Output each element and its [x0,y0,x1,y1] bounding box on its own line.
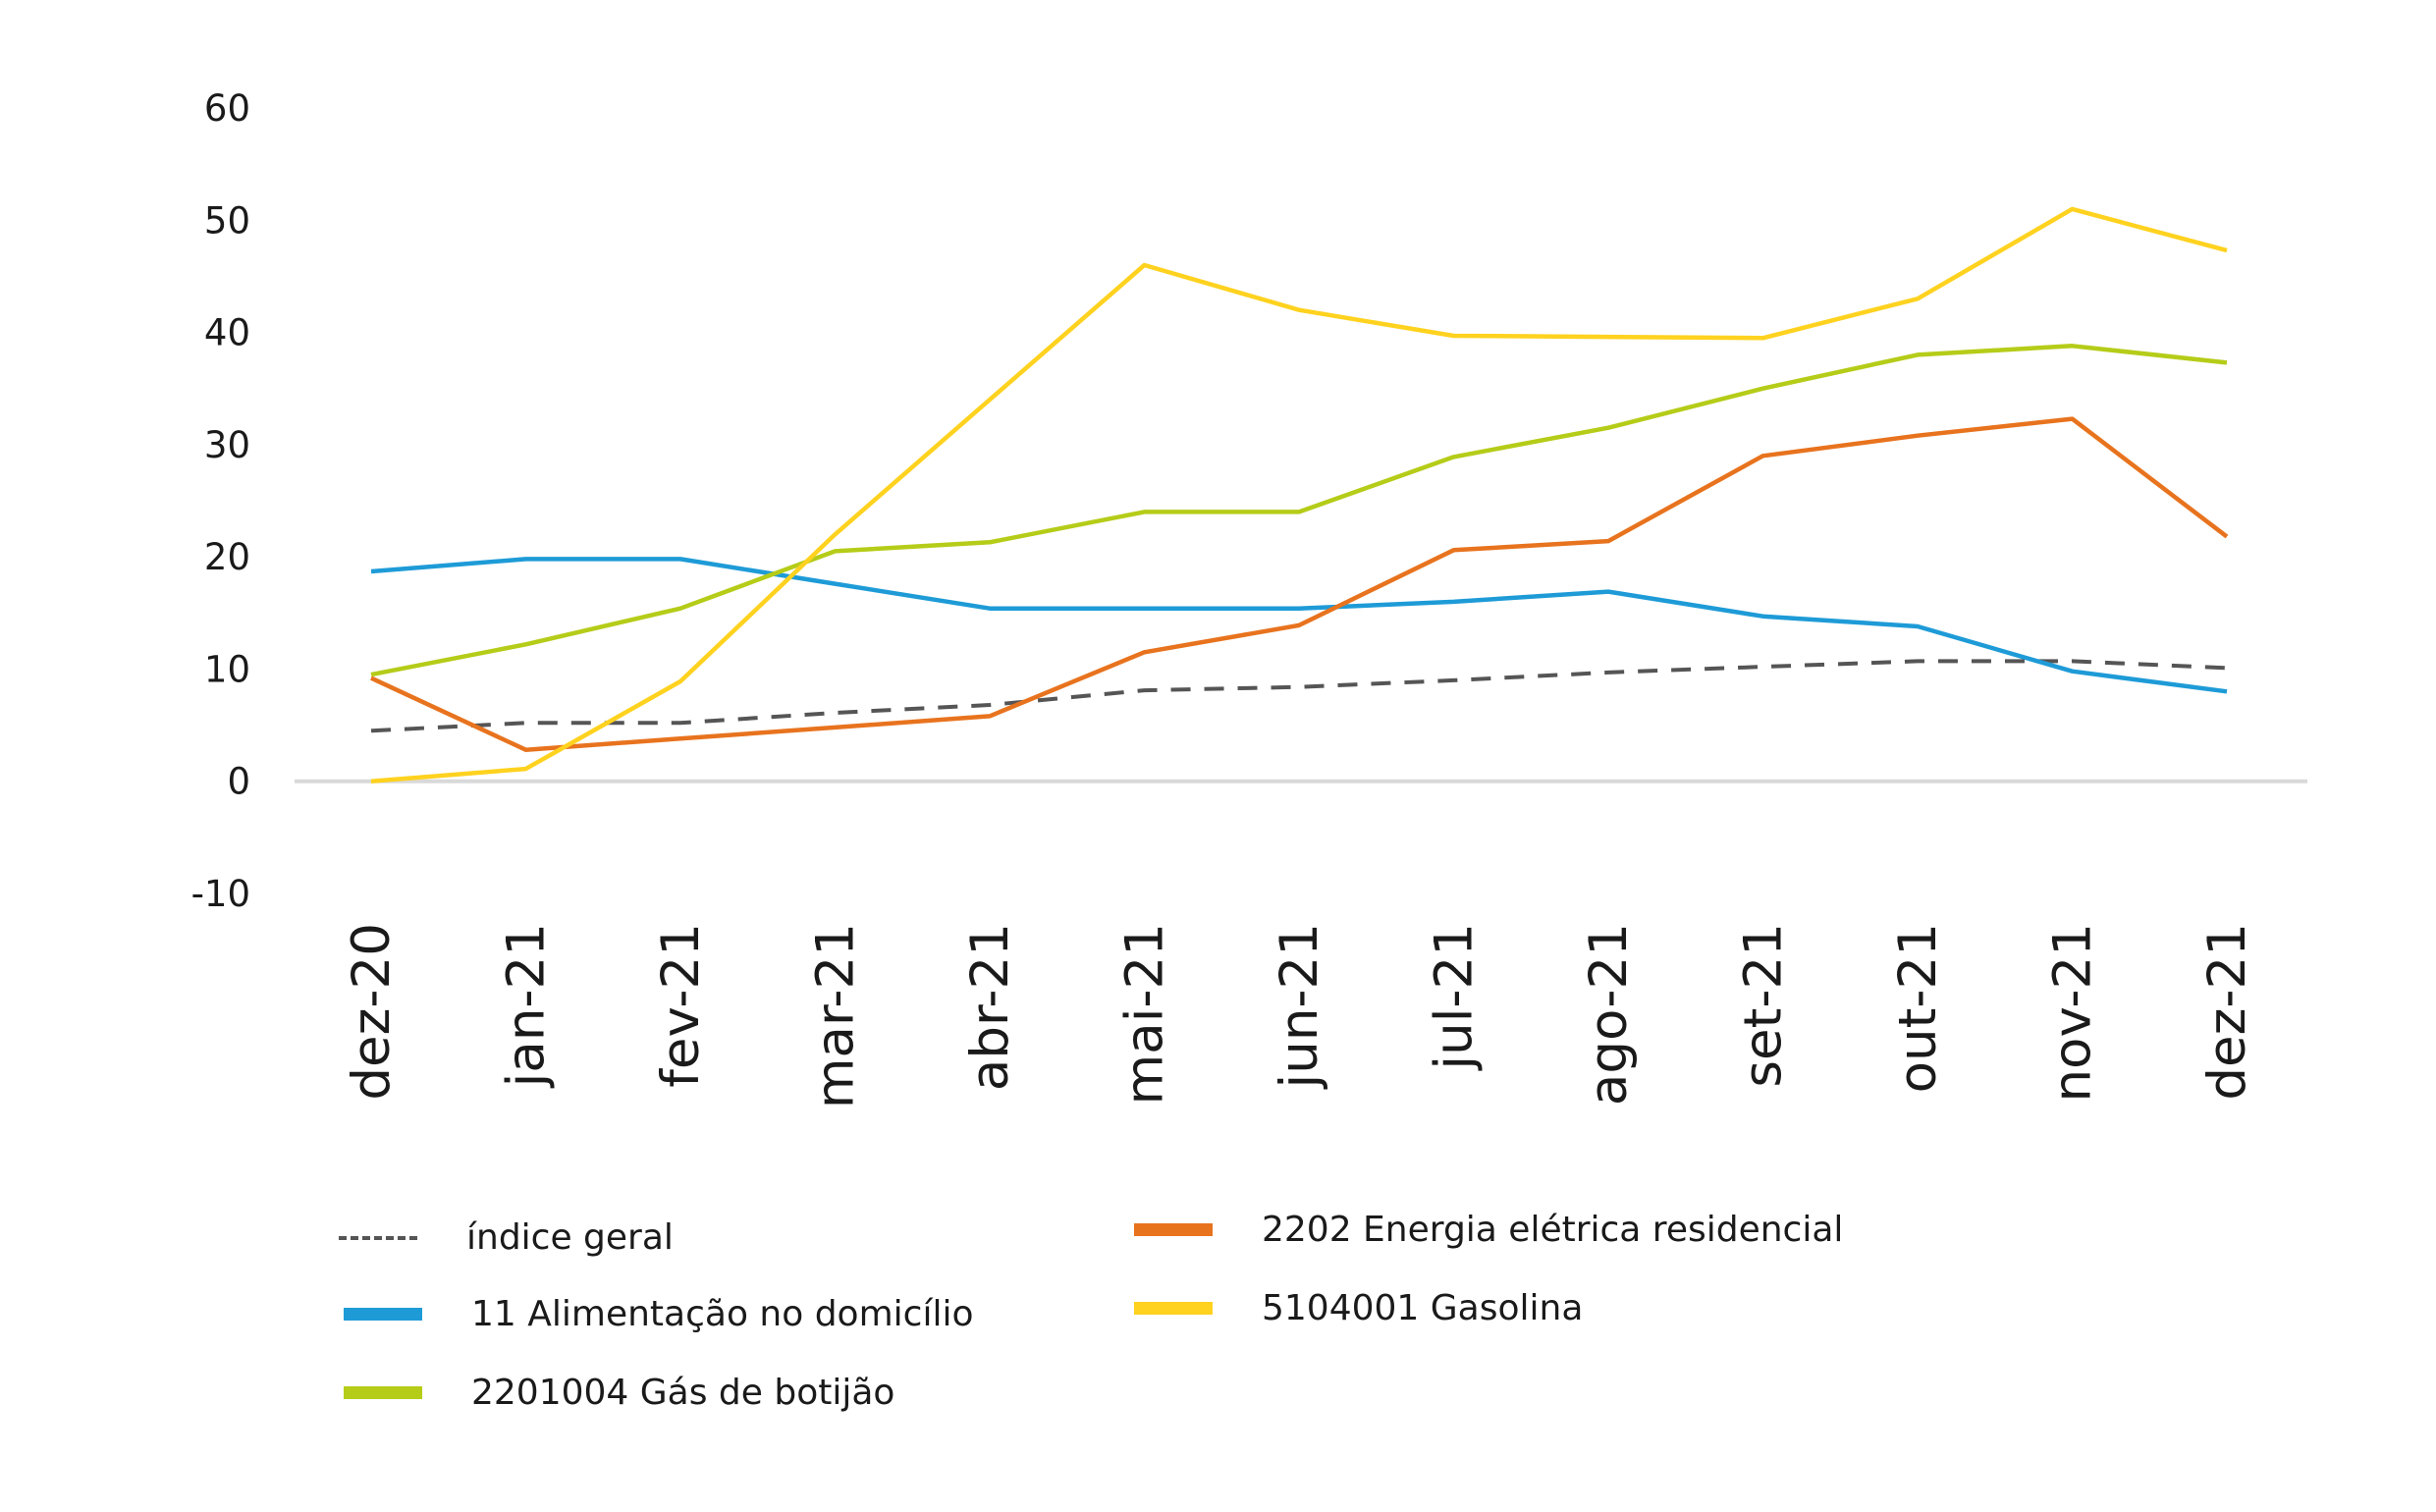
x-tick-label: out-21 [1888,923,1948,1093]
series-line-2 [370,344,2228,677]
legend-swatch [339,1235,417,1240]
legend-label: índice geral [466,1217,674,1258]
legend-swatch [1134,1302,1213,1315]
x-tick-label: jul-21 [1425,923,1485,1071]
legend-swatch [1134,1223,1213,1236]
y-axis: 60 50 40 30 20 10 0 -10 [191,87,250,915]
x-tick-label: ago-21 [1579,923,1639,1106]
legend-label: 11 Alimentação no domicílio [471,1294,974,1334]
legend-swatch [344,1386,422,1399]
series-line-0 [370,659,2228,733]
y-tick-label: 50 [204,199,250,242]
x-tick-label: set-21 [1734,923,1794,1088]
y-tick-label: 30 [204,424,250,466]
x-axis: dez-20 jan-21 fev-21 mar-21 abr-21 mai-21 jun-… [342,923,2257,1108]
y-tick-label: 60 [204,87,250,130]
x-tick-label: fev-21 [651,923,711,1088]
x-tick-label: abr-21 [960,923,1020,1091]
x-tick-label: jun-21 [1270,923,1329,1089]
series-lines [370,206,2229,783]
legend-item-gasolina: 5104001 Gasolina [1134,1288,1583,1328]
legend-item-alimentacao: 11 Alimentação no domicílio [344,1294,973,1334]
x-tick-label: jan-21 [497,923,557,1088]
series-line-1 [370,557,2228,694]
legend-label: 2202 Energia elétrica residencial [1262,1210,1844,1250]
legend-item-gas-botijao: 2201004 Gás de botijão [344,1373,894,1413]
legend-item-indice-geral: índice geral [339,1217,674,1258]
series-line-4 [370,206,2228,783]
legend-item-energia-eletrica: 2202 Energia elétrica residencial [1134,1210,1843,1250]
y-tick-label: 10 [204,648,250,690]
x-tick-label: dez-20 [342,923,402,1101]
y-tick-label: 40 [204,312,250,354]
legend-label: 2201004 Gás de botijão [471,1373,895,1413]
x-tick-label: dez-21 [2197,923,2257,1101]
legend-swatch [344,1308,422,1321]
legend-label: 5104001 Gasolina [1262,1288,1584,1328]
x-tick-label: mar-21 [806,923,866,1108]
series-line-3 [370,416,2229,752]
x-tick-label: mai-21 [1115,923,1175,1105]
y-tick-label: 0 [227,761,250,803]
y-tick-label: 20 [204,536,250,578]
y-tick-label: -10 [191,873,250,915]
x-tick-label: nov-21 [2043,923,2103,1103]
